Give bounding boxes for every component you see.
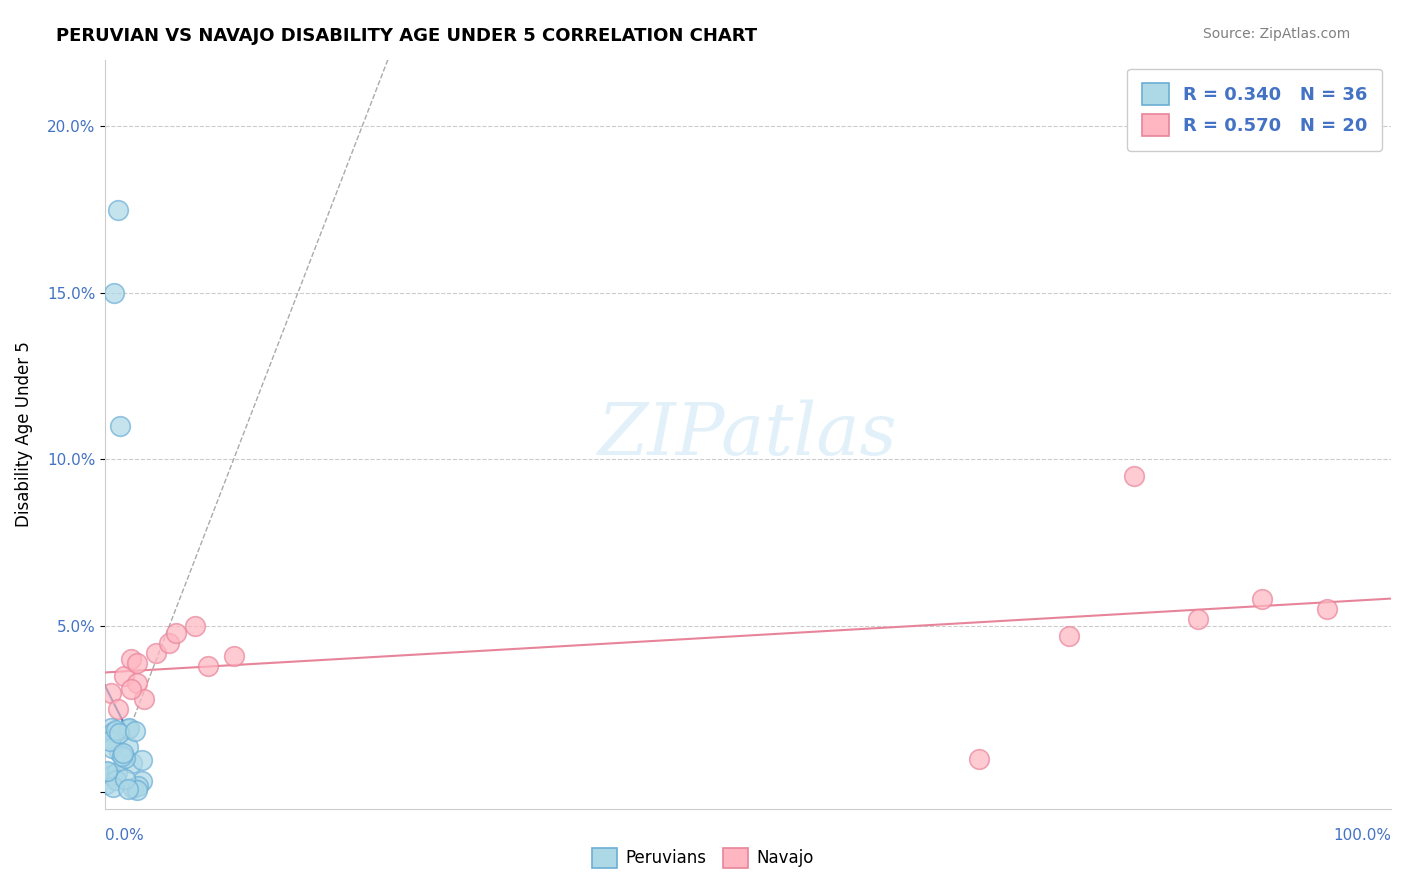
Text: PERUVIAN VS NAVAJO DISABILITY AGE UNDER 5 CORRELATION CHART: PERUVIAN VS NAVAJO DISABILITY AGE UNDER …: [56, 27, 758, 45]
Legend: R = 0.340   N = 36, R = 0.570   N = 20: R = 0.340 N = 36, R = 0.570 N = 20: [1128, 69, 1382, 151]
Point: [1316, 602, 1339, 616]
Point: [107, 702, 129, 716]
Point: [111, 749, 134, 764]
Point: [127, 656, 149, 670]
Point: [127, 779, 149, 793]
Point: [107, 202, 129, 217]
Point: [131, 752, 153, 766]
Point: [110, 419, 132, 434]
Point: [127, 675, 149, 690]
Point: [184, 619, 207, 633]
Point: [94, 777, 117, 791]
Point: [105, 773, 128, 788]
Point: [117, 782, 139, 797]
Point: [117, 739, 139, 754]
Point: [1059, 629, 1081, 643]
Point: [101, 780, 124, 794]
Point: [132, 692, 155, 706]
Point: [114, 751, 136, 765]
Point: [98, 734, 121, 748]
Point: [108, 726, 131, 740]
Point: [145, 646, 167, 660]
Point: [969, 752, 991, 766]
Point: [120, 652, 142, 666]
Point: [105, 764, 128, 779]
Text: ZIPatlas: ZIPatlas: [598, 399, 898, 470]
Point: [117, 721, 139, 735]
Point: [114, 772, 136, 787]
Point: [165, 625, 187, 640]
Point: [122, 781, 145, 796]
Y-axis label: Disability Age Under 5: Disability Age Under 5: [15, 342, 32, 527]
Point: [197, 659, 219, 673]
Point: [100, 721, 122, 735]
Point: [127, 783, 149, 797]
Point: [111, 746, 134, 760]
Point: [157, 635, 180, 649]
Point: [101, 768, 124, 782]
Point: [124, 724, 146, 739]
Point: [117, 723, 139, 737]
Point: [96, 764, 118, 778]
Point: [1187, 612, 1209, 626]
Point: [222, 648, 245, 663]
Point: [101, 741, 124, 756]
Point: [131, 774, 153, 789]
Point: [120, 682, 142, 697]
Point: [1251, 592, 1274, 607]
Point: [112, 669, 135, 683]
Point: [105, 723, 128, 737]
Legend: Peruvians, Navajo: Peruvians, Navajo: [585, 841, 821, 875]
Point: [100, 731, 122, 746]
Point: [96, 765, 118, 780]
Text: 100.0%: 100.0%: [1333, 828, 1391, 843]
Text: Source: ZipAtlas.com: Source: ZipAtlas.com: [1202, 27, 1350, 41]
Point: [1122, 469, 1144, 483]
Point: [100, 685, 122, 699]
Point: [101, 725, 124, 739]
Point: [108, 745, 131, 759]
Point: [121, 756, 143, 771]
Text: 0.0%: 0.0%: [105, 828, 143, 843]
Point: [103, 285, 125, 300]
